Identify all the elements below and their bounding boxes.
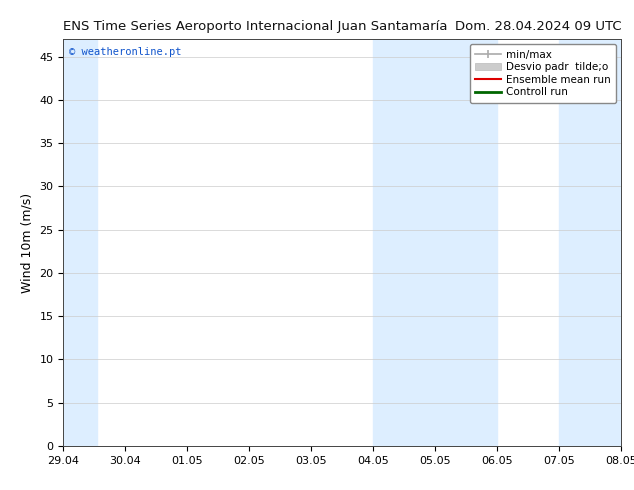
Legend: min/max, Desvio padr  tilde;o, Ensemble mean run, Controll run: min/max, Desvio padr tilde;o, Ensemble m… [470,45,616,102]
Bar [63,39,98,446]
Bar [559,39,621,446]
Text: © weatheronline.pt: © weatheronline.pt [69,48,181,57]
Text: ENS Time Series Aeroporto Internacional Juan Santamaría: ENS Time Series Aeroporto Internacional … [63,20,448,33]
Bar [373,39,497,446]
Y-axis label: Wind 10m (m/s): Wind 10m (m/s) [21,193,34,293]
Text: Dom. 28.04.2024 09 UTC: Dom. 28.04.2024 09 UTC [455,20,621,33]
